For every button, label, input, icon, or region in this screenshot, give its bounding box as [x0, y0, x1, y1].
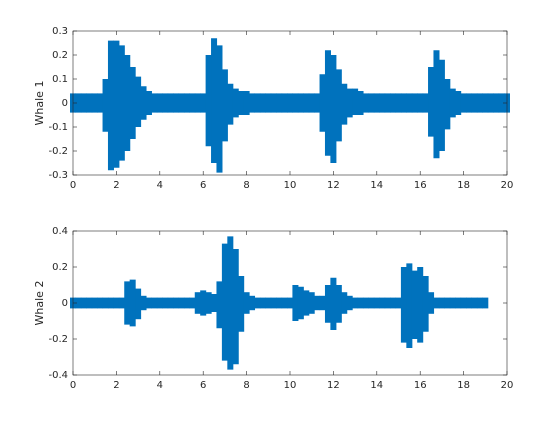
x-tick-label: 14 [370, 180, 383, 191]
x-tick-label: 6 [200, 180, 206, 191]
y-axis-label: Whale 2 [33, 281, 46, 326]
y-tick-label: 0.1 [52, 74, 68, 85]
x-tick-label: 20 [501, 180, 514, 191]
y-tick-label: -0.2 [48, 146, 68, 157]
y-tick-label: -0.3 [48, 170, 68, 181]
subplot: 0 2 4 6 8 10 12 14 16 18 20 -0.3 -0.2 -0.1 0 0.1 0.2 0.3 W… [33, 26, 513, 191]
x-tick-label: 8 [243, 380, 249, 391]
x-tick-label: 14 [370, 380, 383, 391]
x-tick-label: 16 [414, 380, 427, 391]
y-axis-label: Whale 1 [33, 81, 46, 126]
y-tick-label: 0.4 [52, 226, 68, 237]
y-tick-label: 0 [62, 98, 68, 109]
x-tick-label: 18 [457, 380, 470, 391]
x-tick-label: 12 [327, 380, 340, 391]
x-tick-label: 16 [414, 180, 427, 191]
x-tick-label: 10 [284, 180, 297, 191]
x-tick-label: 2 [113, 180, 119, 191]
x-tick-label: 0 [70, 380, 76, 391]
x-tick-label: 4 [157, 180, 163, 191]
x-tick-label: 6 [200, 380, 206, 391]
x-tick-label: 0 [70, 180, 76, 191]
subplot: 0 2 4 6 8 10 12 14 16 18 20 -0.4 -0.2 0 0.2 0.4 Whale 2 [33, 226, 513, 391]
y-tick-label: -0.2 [48, 334, 68, 345]
y-tick-label: 0.3 [52, 26, 68, 37]
x-tick-label: 18 [457, 180, 470, 191]
x-tick-label: 20 [501, 380, 514, 391]
y-tick-label: -0.4 [48, 370, 68, 381]
x-tick-label: 2 [113, 380, 119, 391]
y-tick-label: -0.1 [48, 122, 68, 133]
x-tick-label: 10 [284, 380, 297, 391]
x-tick-label: 8 [243, 180, 249, 191]
x-tick-label: 12 [327, 180, 340, 191]
y-tick-label: 0.2 [52, 262, 68, 273]
y-tick-label: 0.2 [52, 50, 68, 61]
x-tick-label: 4 [157, 380, 163, 391]
y-tick-label: 0 [62, 298, 68, 309]
